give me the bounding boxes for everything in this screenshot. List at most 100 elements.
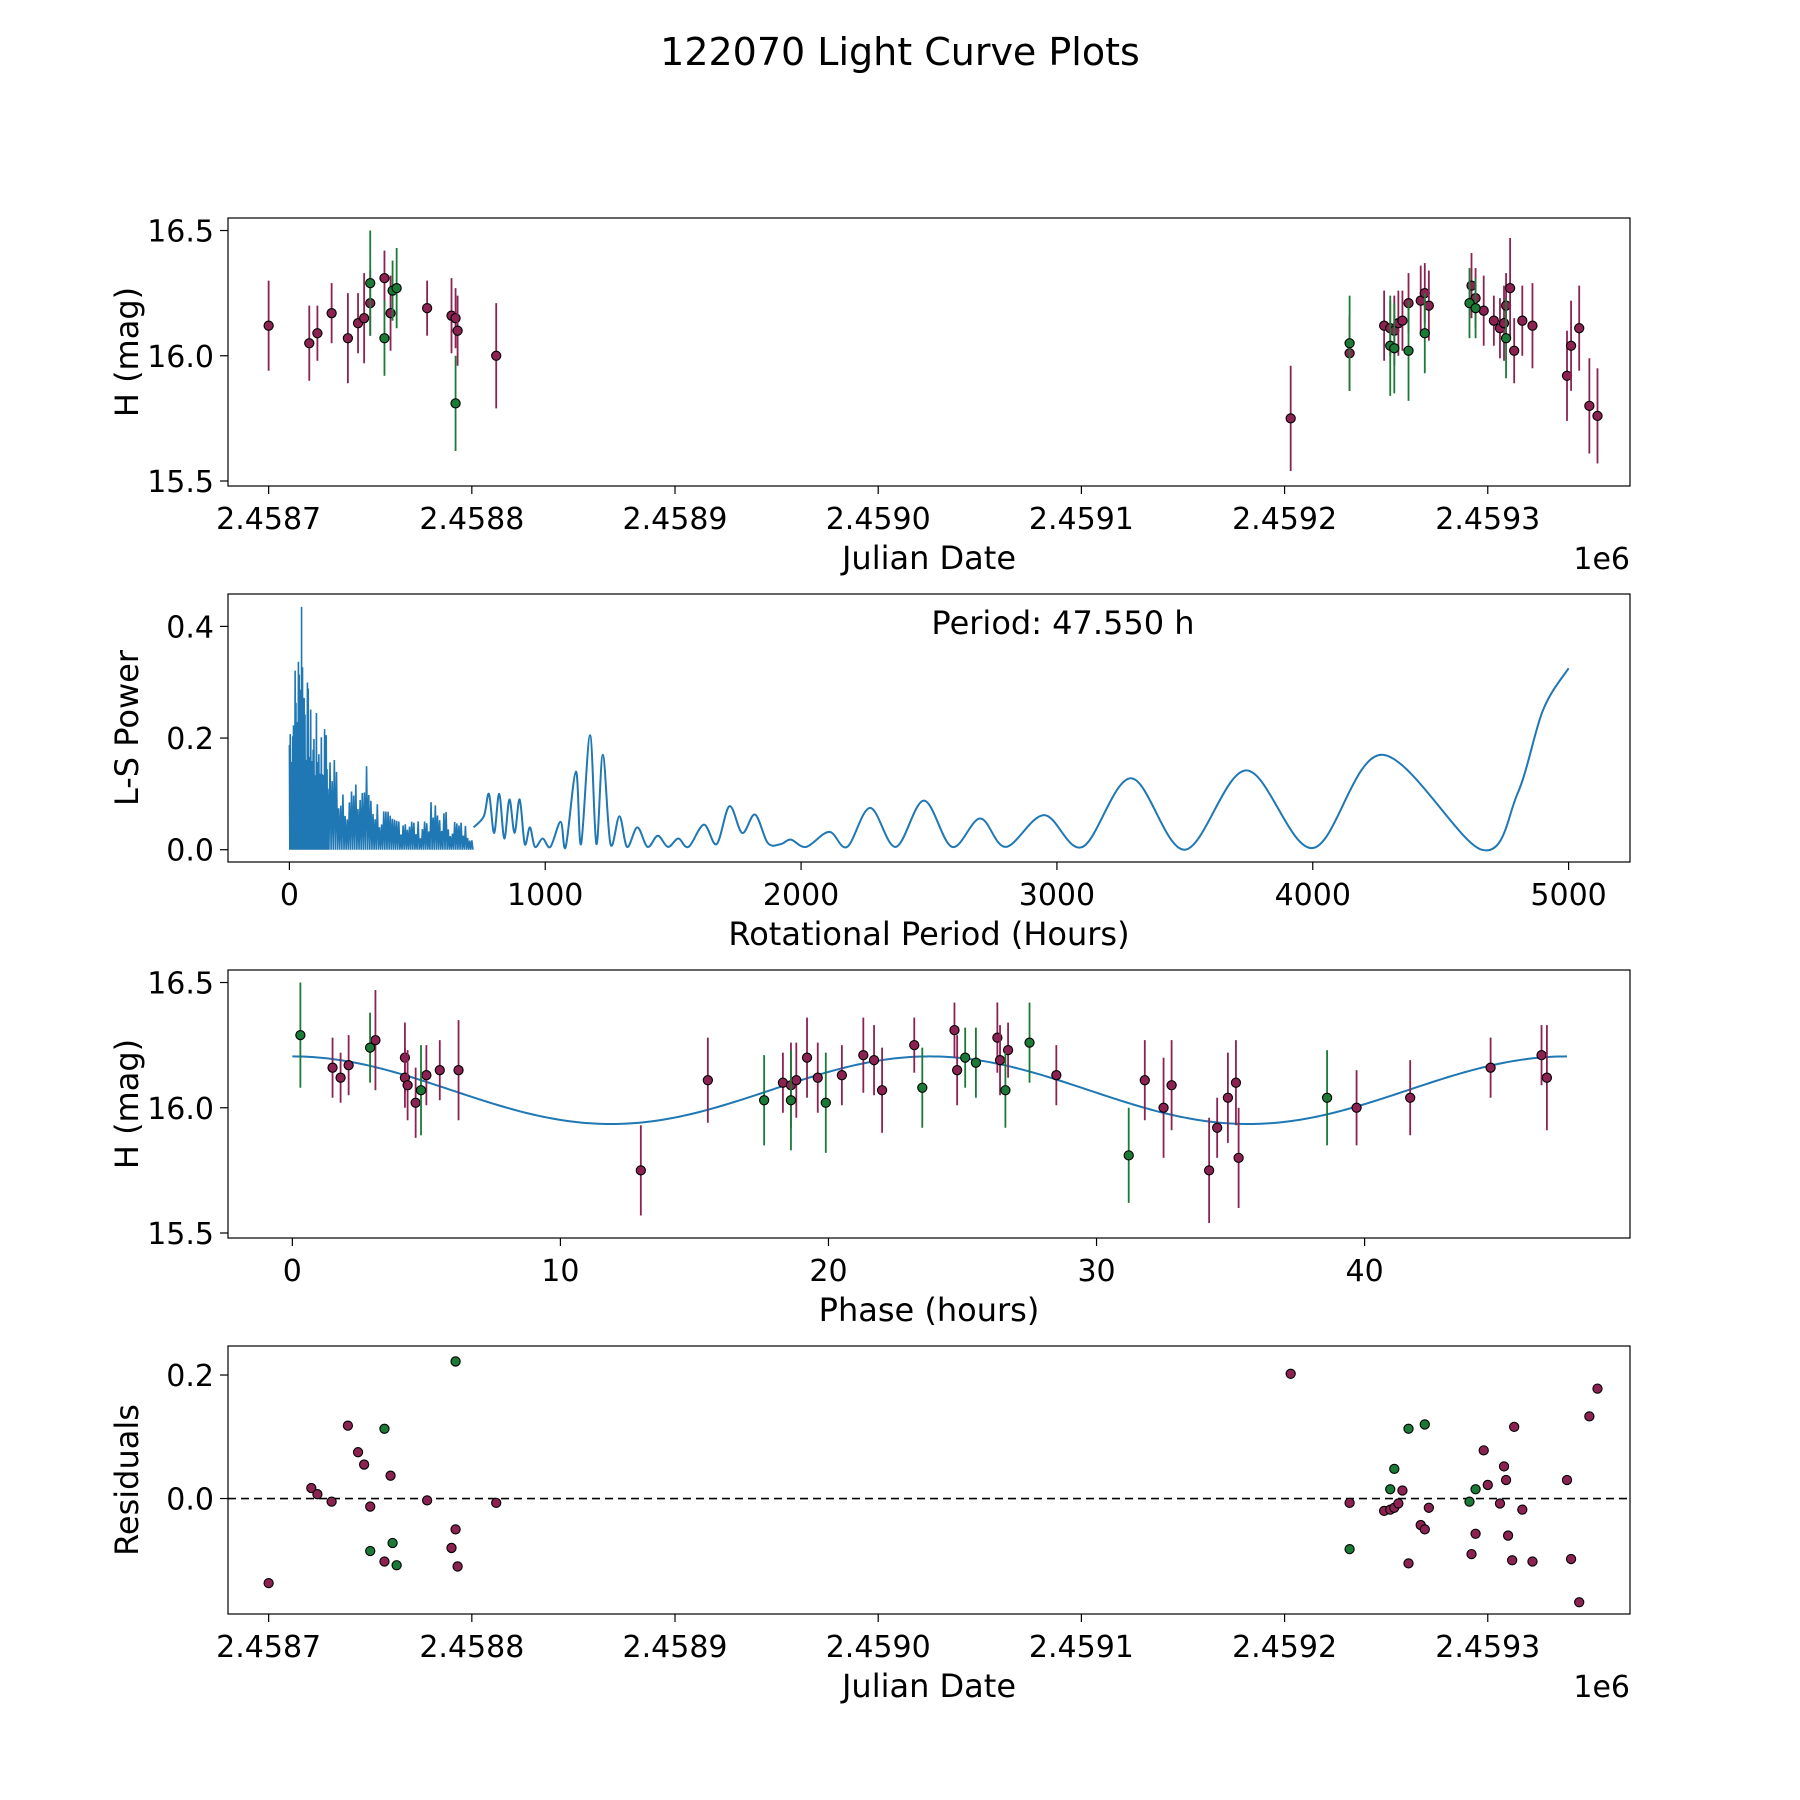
maroon-data-point <box>1517 315 1528 326</box>
maroon-data-point <box>836 1070 848 1081</box>
green-data-point <box>1419 1419 1430 1430</box>
green-data-point <box>1470 303 1481 314</box>
maroon-data-point <box>327 1062 338 1073</box>
green-data-point <box>387 1537 398 1549</box>
y-tick-label: 15.5 <box>147 465 214 500</box>
maroon-data-point <box>1498 1461 1510 1472</box>
maroon-data-point <box>1397 1485 1408 1496</box>
maroon-data-point <box>812 1072 823 1083</box>
green-data-point <box>1321 1092 1333 1103</box>
model-fit-curve <box>292 1055 1568 1126</box>
maroon-data-point <box>379 1556 390 1567</box>
maroon-data-point <box>326 1496 337 1507</box>
x-tick-label: 4000 <box>1275 878 1351 913</box>
maroon-data-point <box>1498 318 1510 329</box>
x-axis-label: Julian Date <box>840 539 1016 577</box>
maroon-data-point <box>1470 1528 1481 1539</box>
x-offset-label: 1e6 <box>1573 1670 1630 1705</box>
periodogram-dense-spikes <box>288 606 474 850</box>
x-tick-label: 2000 <box>763 878 839 913</box>
x-tick-label: 1000 <box>507 878 583 913</box>
y-tick-label: 0.4 <box>166 610 214 645</box>
maroon-data-point <box>491 350 502 361</box>
periodogram-lines <box>288 606 1570 852</box>
maroon-data-point <box>1509 345 1520 356</box>
maroon-data-point <box>1482 1479 1493 1491</box>
green-data-point <box>1403 345 1414 356</box>
maroon-data-point <box>1344 1497 1355 1508</box>
maroon-data-point <box>1565 1553 1577 1565</box>
maroon-data-point <box>450 313 461 324</box>
maroon-data-point <box>1592 1383 1603 1394</box>
maroon-data-point <box>452 325 463 336</box>
green-data-point <box>1389 1463 1400 1475</box>
maroon-data-point <box>1565 340 1577 351</box>
green-data-point <box>415 1085 427 1096</box>
green-data-point <box>1344 338 1355 349</box>
axes-frame <box>227 1345 1631 1615</box>
maroon-data-point <box>994 1055 1006 1066</box>
maroon-data-point <box>1419 1524 1430 1535</box>
x-tick-label: 10 <box>541 1254 579 1289</box>
maroon-data-point <box>949 1024 960 1036</box>
y-tick-label: 0.0 <box>166 1483 214 1518</box>
x-tick-label: 2.4587 <box>216 1630 321 1665</box>
maroon-data-point <box>1230 1077 1242 1088</box>
x-tick-label: 2.4591 <box>1029 502 1134 537</box>
maroon-data-point <box>446 1542 457 1554</box>
maroon-data-point <box>365 1501 376 1512</box>
maroon-data-point <box>263 1577 274 1589</box>
green-data-point <box>365 1545 376 1557</box>
x-axis-label: Rotational Period (Hours) <box>728 915 1129 953</box>
axes-frame <box>227 593 1631 863</box>
green-data-point <box>365 277 376 289</box>
maroon-data-point <box>421 303 433 314</box>
maroon-data-point <box>1488 315 1500 326</box>
x-tick-label: 2.4591 <box>1029 1630 1134 1665</box>
green-data-point <box>1344 1544 1355 1555</box>
maroon-data-point <box>1561 1474 1573 1486</box>
maroon-data-point <box>410 1097 421 1108</box>
maroon-data-point <box>1233 1152 1244 1164</box>
maroon-data-point <box>306 1482 317 1494</box>
green-data-point <box>1024 1037 1035 1048</box>
maroon-data-point <box>1502 1530 1514 1541</box>
green-data-point <box>758 1095 770 1106</box>
x-tick-label: 0 <box>283 1254 302 1289</box>
maroon-data-point <box>1139 1075 1150 1086</box>
green-data-point <box>391 282 402 294</box>
maroon-data-point <box>434 1065 445 1076</box>
maroon-data-point <box>491 1497 502 1508</box>
maroon-data-point <box>801 1052 813 1063</box>
y-tick-label: 16.0 <box>147 340 214 375</box>
x-tick-label: 20 <box>809 1254 847 1289</box>
green-data-point <box>1464 1496 1475 1507</box>
maroon-data-point <box>1222 1092 1234 1103</box>
maroon-data-point <box>791 1075 802 1086</box>
maroon-data-point <box>421 1495 433 1506</box>
x-tick-label: 2.4588 <box>419 1630 524 1665</box>
green-data-point <box>379 333 390 344</box>
periodogram-curve <box>472 667 1570 852</box>
green-data-point <box>1419 328 1430 339</box>
figure-title: 122070 Light Curve Plots <box>660 30 1140 74</box>
green-data-point <box>450 398 461 409</box>
light-curve-panel: 2.4587 2.4588 2.4589 2.4590 2.4591 2.4592 2.45… <box>108 215 1631 577</box>
maroon-data-point <box>1285 413 1296 424</box>
maroon-data-point <box>1166 1080 1177 1091</box>
y-tick-label: 0.0 <box>166 834 214 869</box>
maroon-data-point <box>1536 1050 1547 1061</box>
x-axis-label: Julian Date <box>840 1667 1016 1705</box>
green-data-point <box>1403 1423 1414 1434</box>
maroon-data-point <box>263 320 274 331</box>
x-tick-label: 5000 <box>1530 878 1606 913</box>
green-data-point <box>1389 343 1400 354</box>
periodogram-panel: 0 1000 2000 3000 4000 5000 0.0 0.2 0.4 Rotational… <box>108 593 1631 953</box>
maroon-data-point <box>304 338 315 349</box>
x-tick-label: 2.4590 <box>826 1630 931 1665</box>
y-tick-label: 0.2 <box>166 1359 214 1394</box>
maroon-data-point <box>1285 1368 1296 1379</box>
maroon-data-point <box>326 308 337 319</box>
maroon-data-point <box>635 1165 646 1176</box>
